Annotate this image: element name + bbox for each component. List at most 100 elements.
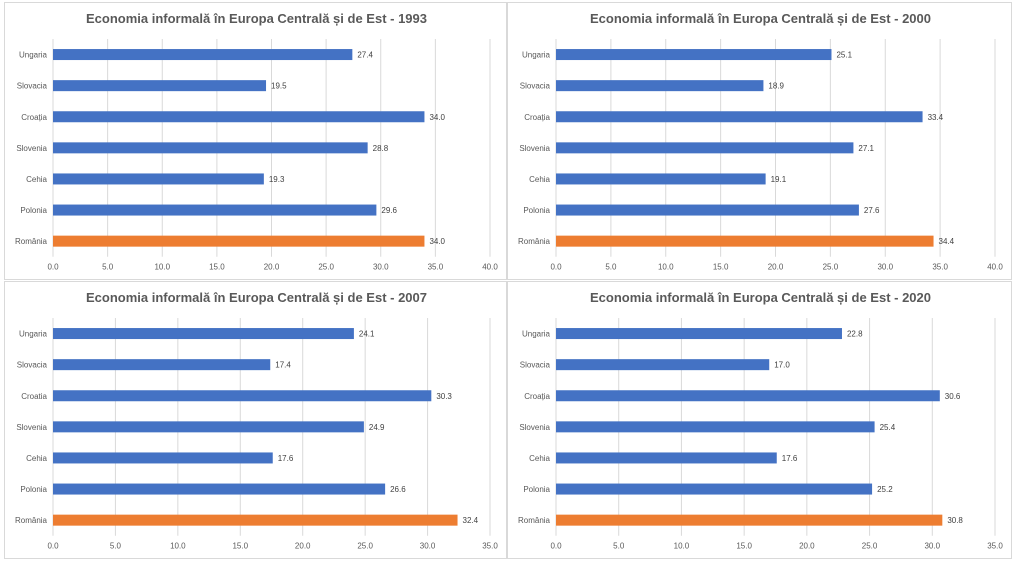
- data-label: 29.6: [381, 206, 397, 215]
- data-label: 34.0: [429, 237, 445, 246]
- bar-slovacia: [53, 359, 271, 371]
- bar-românia: [556, 514, 943, 526]
- x-tick-label: 10.0: [674, 542, 690, 551]
- x-tick-label: 15.0: [232, 542, 248, 551]
- bar-slovacia: [53, 80, 267, 92]
- data-label: 24.1: [359, 330, 375, 339]
- x-tick-label: 20.0: [264, 263, 280, 272]
- chart-title: Economia informală în Europa Centrală și…: [86, 11, 427, 26]
- category-label: Polonia: [20, 485, 47, 494]
- x-tick-label: 15.0: [209, 263, 225, 272]
- data-label: 19.1: [771, 175, 787, 184]
- data-label: 27.1: [858, 144, 874, 153]
- bar-ungaria: [556, 328, 842, 340]
- data-label: 19.5: [271, 82, 287, 91]
- category-label: Ungaria: [522, 330, 551, 339]
- x-tick-label: 0.0: [550, 263, 562, 272]
- x-tick-label: 5.0: [102, 263, 114, 272]
- chart-title: Economia informală în Europa Centrală și…: [590, 11, 931, 26]
- x-tick-label: 5.0: [605, 263, 617, 272]
- bar-românia: [53, 514, 458, 526]
- category-label: Croatia: [21, 392, 47, 401]
- data-label: 27.6: [864, 206, 880, 215]
- bar-croația: [53, 111, 425, 123]
- bar-croația: [556, 390, 940, 402]
- data-label: 17.6: [782, 454, 798, 463]
- chart-2020: Economia informală în Europa Centrală și…: [518, 290, 1003, 551]
- bar-polonia: [53, 204, 377, 216]
- data-label: 28.8: [373, 144, 389, 153]
- category-label: Ungaria: [19, 51, 48, 60]
- x-tick-label: 25.0: [318, 263, 334, 272]
- bar-slovenia: [53, 142, 368, 154]
- bar-croația: [556, 111, 923, 123]
- category-label: Slovenia: [16, 423, 47, 432]
- data-label: 30.6: [945, 392, 961, 401]
- chart-panel-2020: Economia informală în Europa Centrală și…: [507, 281, 1012, 559]
- data-label: 25.1: [836, 51, 852, 60]
- bar-slovacia: [556, 80, 764, 92]
- data-label: 27.4: [357, 51, 373, 60]
- category-label: Slovacia: [17, 82, 48, 91]
- data-label: 17.0: [774, 361, 790, 370]
- bar-polonia: [556, 204, 859, 216]
- category-label: Slovenia: [519, 144, 550, 153]
- x-tick-label: 35.0: [428, 263, 444, 272]
- x-tick-label: 10.0: [658, 263, 674, 272]
- category-label: Polonia: [523, 485, 550, 494]
- x-tick-label: 30.0: [373, 263, 389, 272]
- chart-panel-1993: Economia informală în Europa Centrală și…: [4, 2, 507, 280]
- data-label: 34.0: [429, 113, 445, 122]
- x-tick-label: 35.0: [482, 542, 498, 551]
- category-label: Cehia: [26, 175, 47, 184]
- x-tick-label: 35.0: [932, 263, 948, 272]
- bar-polonia: [556, 483, 873, 495]
- chart-1993: Economia informală în Europa Centrală și…: [15, 11, 498, 272]
- bar-ungaria: [53, 328, 354, 340]
- x-tick-label: 20.0: [295, 542, 311, 551]
- x-tick-label: 20.0: [768, 263, 784, 272]
- category-label: Ungaria: [19, 330, 48, 339]
- category-label: România: [15, 516, 48, 525]
- category-label: Slovenia: [519, 423, 550, 432]
- x-tick-label: 25.0: [862, 542, 878, 551]
- x-tick-label: 5.0: [110, 542, 122, 551]
- bar-slovacia: [556, 359, 770, 371]
- x-tick-label: 20.0: [799, 542, 815, 551]
- category-label: Slovacia: [520, 361, 551, 370]
- bar-cehia: [53, 173, 264, 185]
- data-label: 33.4: [928, 113, 944, 122]
- category-label: Cehia: [529, 454, 550, 463]
- category-label: Cehia: [26, 454, 47, 463]
- x-tick-label: 25.0: [357, 542, 373, 551]
- category-label: Slovacia: [520, 82, 551, 91]
- x-tick-label: 15.0: [713, 263, 729, 272]
- x-tick-label: 30.0: [877, 263, 893, 272]
- chart-2000: Economia informală în Europa Centrală și…: [518, 11, 1003, 272]
- data-label: 30.8: [947, 516, 963, 525]
- category-label: Croația: [21, 113, 47, 122]
- category-label: România: [518, 237, 551, 246]
- data-label: 17.6: [278, 454, 294, 463]
- category-label: Slovenia: [16, 144, 47, 153]
- bar-cehia: [53, 452, 273, 464]
- data-label: 30.3: [436, 392, 452, 401]
- data-label: 34.4: [939, 237, 955, 246]
- data-label: 19.3: [269, 175, 285, 184]
- x-tick-label: 30.0: [420, 542, 436, 551]
- x-tick-label: 10.0: [170, 542, 186, 551]
- category-label: România: [518, 516, 551, 525]
- data-label: 22.8: [847, 330, 863, 339]
- bar-cehia: [556, 173, 766, 185]
- category-label: Slovacia: [17, 361, 48, 370]
- data-label: 26.6: [390, 485, 406, 494]
- x-tick-label: 30.0: [924, 542, 940, 551]
- bar-slovenia: [556, 421, 875, 433]
- bar-românia: [556, 235, 934, 247]
- category-label: Polonia: [523, 206, 550, 215]
- bar-croatia: [53, 390, 432, 402]
- x-tick-label: 35.0: [987, 542, 1003, 551]
- x-tick-label: 5.0: [613, 542, 625, 551]
- x-tick-label: 40.0: [987, 263, 1003, 272]
- chart-title: Economia informală în Europa Centrală și…: [590, 290, 931, 305]
